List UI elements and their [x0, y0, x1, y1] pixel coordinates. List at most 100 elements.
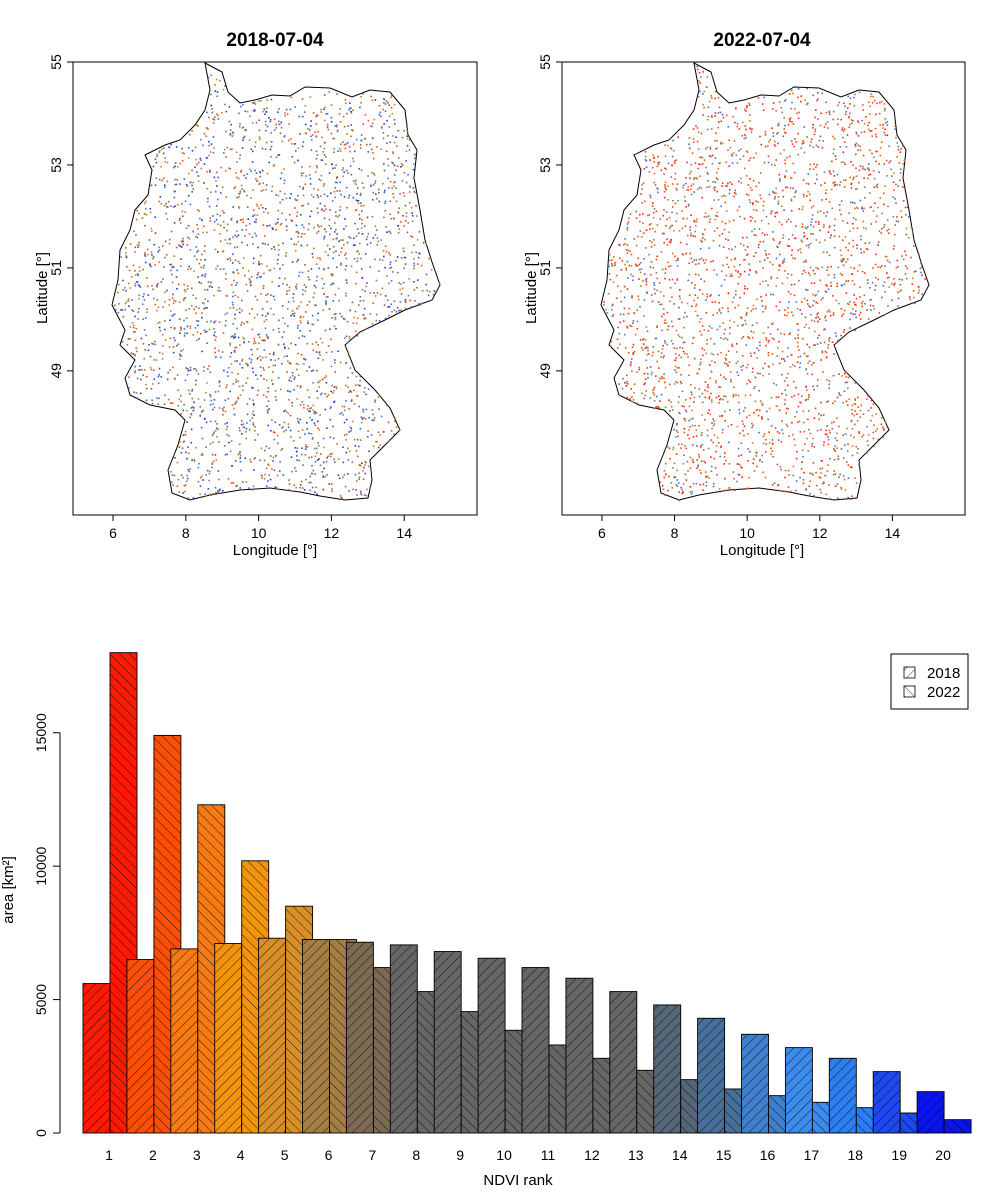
- map-pixel: [341, 498, 343, 500]
- map-pixel: [174, 162, 177, 164]
- map-pixel: [686, 243, 688, 246]
- map-pixel: [323, 108, 325, 111]
- map-pixel: [229, 148, 232, 151]
- map-pixel: [816, 178, 818, 181]
- map-pixel: [806, 238, 809, 240]
- map-pixel: [307, 322, 310, 325]
- map-pixel: [354, 438, 356, 441]
- map-pixel: [260, 447, 263, 450]
- map-pixel: [889, 160, 892, 162]
- map-pixel: [651, 166, 654, 169]
- map-pixel: [330, 365, 333, 368]
- map-pixel: [757, 414, 760, 417]
- map-pixel: [163, 266, 165, 268]
- map-pixel: [815, 317, 817, 319]
- map-pixel: [188, 452, 190, 455]
- map-pixel: [139, 286, 142, 288]
- map-pixel: [307, 228, 310, 231]
- map-pixel: [666, 218, 668, 221]
- map-pixel: [262, 242, 264, 245]
- map-pixel: [813, 133, 816, 136]
- map-pixel: [255, 218, 257, 221]
- map-pixel: [195, 446, 197, 449]
- map-pixel: [765, 339, 768, 341]
- map-pixel: [192, 409, 195, 412]
- map-pixel: [851, 454, 854, 457]
- map-pixel: [713, 423, 716, 425]
- map-pixel: [231, 371, 233, 374]
- map-pixel: [842, 402, 844, 404]
- map-pixel: [794, 365, 796, 368]
- map-pixel: [772, 238, 774, 240]
- map-pixel: [614, 264, 616, 266]
- map-pixel: [771, 483, 774, 486]
- map-pixel: [378, 191, 380, 194]
- map-pixel: [201, 350, 203, 353]
- map-pixel: [315, 452, 318, 454]
- map-pixel: [206, 231, 208, 234]
- map-pixel: [851, 466, 853, 469]
- map-pixel: [339, 312, 341, 315]
- map-pixel: [388, 440, 390, 443]
- map-pixel: [709, 413, 712, 416]
- map-pixel: [886, 277, 889, 279]
- map-pixel: [209, 394, 211, 396]
- map-pixel: [179, 265, 182, 267]
- map-pixel: [879, 266, 882, 269]
- map-pixel: [785, 412, 788, 415]
- map-pixel: [272, 313, 275, 316]
- map-pixel: [857, 207, 859, 210]
- map-pixel: [648, 224, 651, 226]
- map-pixel: [619, 321, 621, 324]
- map-pixel: [811, 373, 813, 376]
- map-pixel: [667, 261, 669, 264]
- map-pixel: [633, 350, 636, 353]
- map-pixel: [811, 472, 813, 475]
- map-pixel: [317, 312, 319, 315]
- map-pixel: [403, 267, 405, 269]
- map-pixel: [274, 396, 277, 398]
- map-pixel: [224, 324, 227, 327]
- map-pixel: [716, 190, 718, 193]
- map-pixel: [700, 361, 702, 364]
- map-pixel: [281, 362, 283, 365]
- map-pixel: [728, 189, 731, 191]
- map-pixel: [303, 335, 306, 338]
- map-pixel: [145, 200, 147, 203]
- map-pixel: [173, 166, 175, 169]
- map-pixel: [780, 468, 782, 471]
- map-pixel: [239, 487, 241, 489]
- map-pixel: [833, 448, 835, 450]
- map-pixel: [715, 215, 717, 217]
- map-pixel: [134, 354, 136, 357]
- map-pixel: [718, 308, 721, 310]
- map-pixel: [258, 263, 260, 266]
- map-pixel: [759, 341, 761, 344]
- map-pixel: [169, 369, 171, 371]
- map-pixel: [360, 147, 362, 149]
- map-pixel: [388, 104, 390, 106]
- map-pixel: [367, 175, 369, 177]
- map-pixel: [139, 392, 142, 395]
- map-pixel: [251, 353, 254, 356]
- map-pixel: [724, 222, 727, 225]
- map-pixel: [313, 284, 316, 287]
- map-pixel: [416, 239, 419, 241]
- map-pixel: [845, 400, 848, 403]
- map-pixel: [215, 180, 217, 182]
- map-pixel: [349, 309, 351, 312]
- map-pixel: [418, 304, 421, 306]
- map-pixel: [689, 491, 692, 493]
- map-pixel: [787, 311, 790, 314]
- map-pixel: [737, 360, 739, 363]
- map-pixel: [204, 493, 206, 495]
- map-pixel: [280, 121, 283, 124]
- map-pixel: [246, 206, 249, 208]
- map-pixel: [643, 383, 645, 386]
- map-pixel: [759, 260, 761, 263]
- map-pixel: [170, 143, 172, 146]
- map-pixel: [770, 425, 773, 427]
- map-pixel: [360, 169, 363, 171]
- map-pixel: [272, 353, 275, 356]
- map-pixel: [676, 469, 678, 472]
